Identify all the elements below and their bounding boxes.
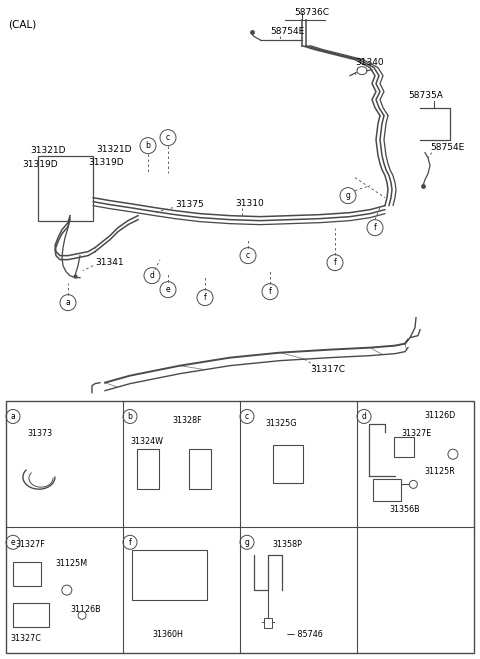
Text: 31375: 31375 bbox=[175, 200, 204, 209]
Text: a: a bbox=[66, 298, 71, 307]
Text: 58735A: 58735A bbox=[408, 91, 443, 100]
Text: d: d bbox=[150, 271, 155, 280]
Text: e: e bbox=[11, 538, 15, 547]
Text: e: e bbox=[166, 285, 170, 294]
Text: 31341: 31341 bbox=[95, 258, 124, 267]
Text: 58754E: 58754E bbox=[270, 27, 304, 36]
Bar bbox=[189, 449, 211, 489]
Bar bbox=[273, 445, 303, 483]
Text: 31327F: 31327F bbox=[15, 540, 45, 549]
Text: f: f bbox=[129, 538, 132, 547]
Bar bbox=[137, 449, 159, 489]
Text: 58736C: 58736C bbox=[294, 8, 329, 17]
Bar bbox=[373, 479, 401, 501]
Bar bbox=[13, 562, 41, 587]
Text: f: f bbox=[269, 287, 271, 296]
Text: c: c bbox=[245, 412, 249, 421]
Text: 31321D: 31321D bbox=[30, 146, 65, 155]
Text: 31126D: 31126D bbox=[425, 411, 456, 420]
Text: 31126B: 31126B bbox=[71, 605, 101, 614]
Text: 31373: 31373 bbox=[27, 429, 52, 438]
Text: d: d bbox=[361, 412, 366, 421]
Text: a: a bbox=[11, 412, 15, 421]
Text: 31327E: 31327E bbox=[401, 429, 432, 438]
Text: 31358P: 31358P bbox=[273, 540, 302, 549]
Text: 31325G: 31325G bbox=[266, 419, 297, 428]
Text: c: c bbox=[246, 251, 250, 260]
Text: 58754E: 58754E bbox=[430, 143, 464, 152]
Text: 31310: 31310 bbox=[235, 199, 264, 208]
Text: 31360H: 31360H bbox=[152, 631, 183, 639]
Text: b: b bbox=[128, 412, 132, 421]
Text: 31319D: 31319D bbox=[22, 160, 58, 169]
Text: f: f bbox=[204, 293, 206, 302]
Bar bbox=[264, 617, 272, 628]
Text: 31327C: 31327C bbox=[11, 634, 42, 643]
Text: (CAL): (CAL) bbox=[8, 20, 36, 30]
Text: 31125R: 31125R bbox=[425, 467, 456, 476]
Text: 31340: 31340 bbox=[355, 58, 384, 67]
Bar bbox=[38, 156, 93, 221]
Text: c: c bbox=[166, 133, 170, 142]
Text: f: f bbox=[373, 223, 376, 232]
Bar bbox=[132, 550, 207, 600]
Bar bbox=[13, 603, 49, 627]
Bar bbox=[395, 437, 414, 457]
Text: — 85746: — 85746 bbox=[287, 631, 323, 639]
Text: b: b bbox=[145, 141, 150, 150]
Text: g: g bbox=[245, 538, 250, 547]
Text: f: f bbox=[334, 258, 336, 267]
Text: 31356B: 31356B bbox=[390, 505, 420, 513]
Text: 31324W: 31324W bbox=[130, 437, 163, 445]
Text: 31321D: 31321D bbox=[96, 145, 132, 154]
Text: 31328F: 31328F bbox=[172, 416, 202, 426]
Text: 31125M: 31125M bbox=[55, 559, 87, 567]
Text: 31319D: 31319D bbox=[88, 158, 124, 167]
Text: g: g bbox=[346, 191, 350, 200]
Text: 31317C: 31317C bbox=[310, 365, 345, 374]
